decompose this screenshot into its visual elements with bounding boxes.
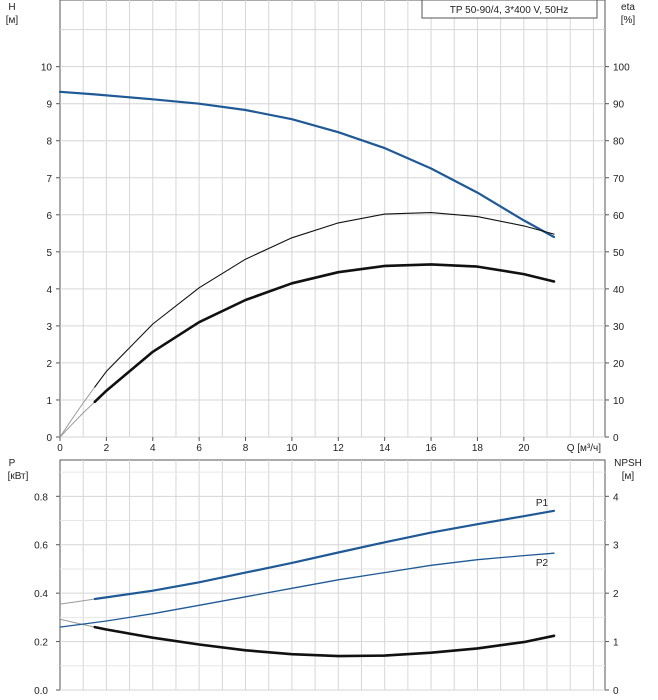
extrapolation-line [59,598,95,605]
y-axis-unit-eta: [%] [621,15,636,26]
tick-label-y-right: 50 [613,248,625,259]
series-label-p1: P1 [536,498,549,509]
y-axis-unit-h: [м] [6,15,19,26]
tick-label-y-left: 5 [46,248,52,259]
y-axis-label-eta: eta [621,2,635,13]
tick-label-x: 0 [57,443,63,454]
tick-label-y-left: 10 [41,63,53,74]
tick-label-y-left: 0.0 [34,686,48,697]
tick-label-y-right: 90 [613,100,625,111]
tick-label-y-right: 3 [613,541,619,552]
tick-label-x: 20 [518,443,530,454]
curve-p1 [93,509,556,601]
title-box [421,0,598,19]
tick-label-y-left: 9 [46,100,52,111]
tick-label-y-left: 2 [46,359,52,370]
tick-label-y-right: 4 [613,492,619,503]
y-axis-unit-p: [кВт] [8,471,29,482]
tick-label-x: 16 [426,443,438,454]
tick-label-x: 2 [104,443,110,454]
tick-label-y-left: 8 [46,137,52,148]
extrapolation-line [59,618,95,628]
tick-label-y-left: 0 [46,433,52,444]
tick-label-y-right: 2 [613,589,619,600]
curve-series-0 [58,90,556,239]
extrapolation-line [59,401,96,438]
tick-label-x: 10 [286,443,298,454]
tick-label-y-left: 0.4 [34,589,48,600]
tick-label-y-left: 3 [46,322,52,333]
curve-series-1 [94,212,555,388]
tick-label-y-right: 60 [613,211,625,222]
y-axis-unit-npsh: [м] [622,471,635,482]
tick-label-y-right: 80 [613,137,625,148]
tick-label-y-right: 1 [613,638,619,649]
tick-label-y-left: 0.8 [34,492,48,503]
tick-label-y-right: 30 [613,322,625,333]
tick-label-y-left: 4 [46,285,52,296]
grid-layer [56,0,609,691]
tick-label-y-right: 70 [613,174,625,185]
tick-label-x: 6 [196,443,202,454]
tick-label-y-right: 0 [613,686,619,697]
tick-label-y-right: 0 [613,433,619,444]
tick-label-y-right: 100 [613,63,630,74]
x-axis-label: Q [м³/ч] [567,443,602,454]
curve-p2 [59,552,555,628]
curve-series-2 [93,263,556,404]
tick-label-y-left: 7 [46,174,52,185]
curve-npsh [93,625,556,658]
tick-label-x: 18 [472,443,484,454]
tick-label-y-left: 6 [46,211,52,222]
y-axis-label-h: H [8,2,15,13]
tick-label-y-left: 0.6 [34,541,48,552]
y-axis-label-npsh: NPSH [614,458,642,469]
tick-label-x: 8 [243,443,249,454]
tick-label-y-right: 10 [613,396,625,407]
y-axis-label-p: P [9,458,16,469]
series-label-p2: P2 [536,558,549,569]
curves-layer [58,90,556,658]
tick-label-x: 12 [333,443,345,454]
tick-label-y-left: 0.2 [34,638,48,649]
tick-label-x: 4 [150,443,156,454]
chart-title: TP 50-90/4, 3*400 V, 50Hz [450,5,568,16]
tick-label-y-right: 40 [613,285,625,296]
tick-label-y-right: 20 [613,359,625,370]
extrapolation-line [59,386,96,438]
tick-label-x: 14 [379,443,391,454]
tick-label-y-left: 1 [46,396,52,407]
plot-frame-1 [59,0,606,438]
